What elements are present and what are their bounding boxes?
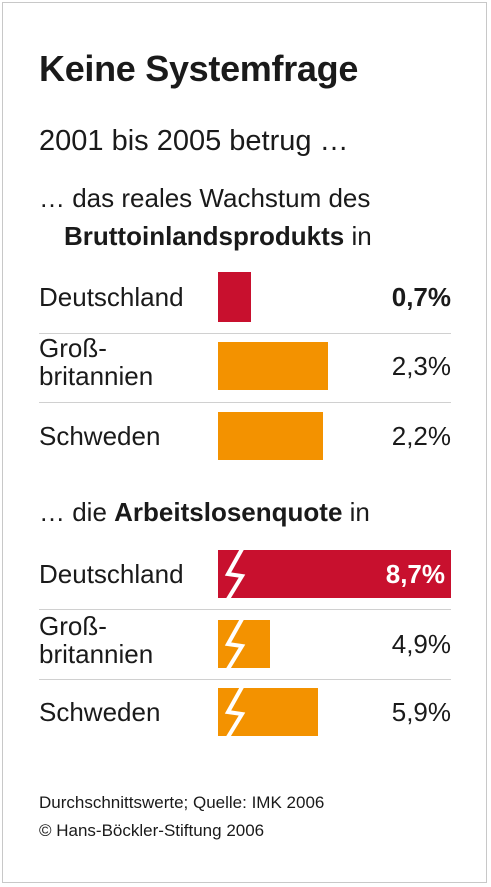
value-label: 4,9% (391, 629, 451, 659)
value-label: 0,7% (391, 282, 451, 312)
section-gdp-heading-bold: Bruttoinlandsprodukts (64, 221, 345, 251)
value-label: 2,3% (391, 351, 451, 381)
category-label-line: Groß- (39, 611, 107, 641)
value-label: 8,7% (385, 559, 445, 589)
chart-row: Schweden 5,9% (39, 688, 451, 736)
row-separator (39, 679, 451, 680)
category-label: Schweden (39, 698, 160, 726)
chart-row: Groß-britannien 4,9% (39, 612, 451, 668)
category-label-line: britannien (39, 361, 154, 391)
row-separator (39, 333, 451, 334)
chart-subtitle: 2001 bis 2005 betrug … (39, 125, 349, 157)
bar-gdp-1 (218, 342, 328, 390)
value-label: 5,9% (391, 697, 451, 727)
axis-break-mark (224, 686, 246, 739)
bar-gdp-2 (218, 412, 323, 460)
category-label-line: britannien (39, 639, 154, 669)
chart-row: Deutschland 8,7% (39, 550, 451, 598)
footer-copyright: © Hans-Böckler-Stiftung 2006 (39, 821, 265, 840)
section-gdp-heading-post: in (344, 221, 372, 251)
category-label-line: Schweden (39, 421, 161, 451)
category-label-line: Deutschland (39, 559, 184, 589)
row-separator (39, 609, 451, 610)
bar-gdp-0 (218, 272, 251, 322)
category-label: Deutschland (39, 283, 184, 311)
category-label-line: Deutschland (39, 282, 184, 312)
section-gdp-heading-line1: … das reales Wachstum des (39, 183, 371, 213)
chart-row: Groß-britannien 2,3% (39, 334, 451, 390)
section-unemployment-heading: … die Arbeitslosenquote in (39, 494, 370, 530)
footer-source: Durchschnittswerte; Quelle: IMK 2006 (39, 793, 325, 812)
category-label-line: Groß- (39, 333, 107, 363)
section-unemployment-heading-pre: … die (39, 497, 115, 527)
category-label: Schweden (39, 422, 160, 450)
axis-break-mark (224, 548, 246, 601)
category-label: Groß-britannien (39, 334, 153, 390)
axis-break-mark (224, 618, 246, 671)
category-label-line: Schweden (39, 697, 161, 727)
value-label: 2,2% (391, 421, 451, 451)
row-separator (39, 402, 451, 403)
category-label: Groß-britannien (39, 612, 153, 668)
chart-title: Keine Systemfrage (39, 48, 359, 89)
bar-unemployment-0 (218, 550, 451, 598)
chart-row: Deutschland 0,7% (39, 272, 451, 322)
category-label: Deutschland (39, 560, 184, 588)
section-gdp-heading-line2: Bruttoinlandsprodukts in (64, 218, 372, 254)
chart-row: Schweden 2,2% (39, 412, 451, 460)
section-unemployment-heading-bold: Arbeitslosenquote (114, 497, 343, 527)
section-unemployment-heading-post: in (342, 497, 370, 527)
